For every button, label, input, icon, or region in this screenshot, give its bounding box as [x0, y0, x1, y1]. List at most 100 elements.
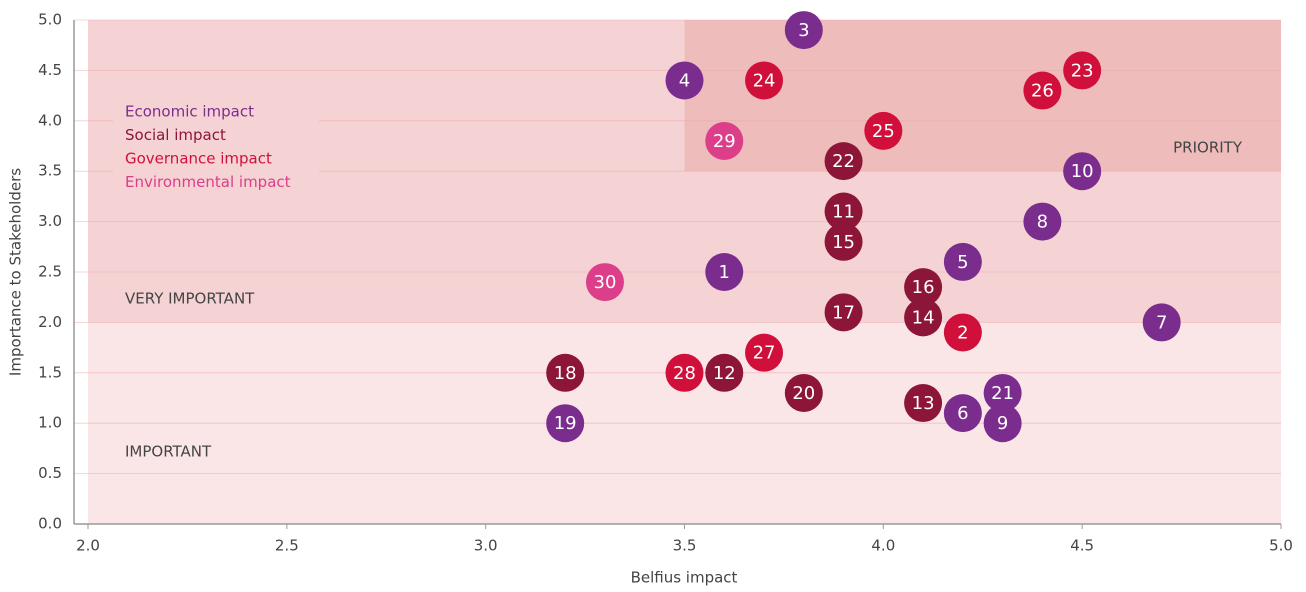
y-tick-label: 0.5 — [38, 464, 62, 482]
point-label: 21 — [991, 383, 1014, 404]
bubble — [784, 11, 823, 50]
point: 27 — [745, 333, 784, 372]
y-tick-label: 4.5 — [38, 61, 62, 79]
point-label: 3 — [798, 20, 809, 41]
point-label: 24 — [753, 70, 776, 91]
point: 14 — [904, 298, 943, 337]
point-label: 16 — [912, 277, 935, 298]
bubble — [745, 333, 784, 372]
point: 23 — [1063, 51, 1102, 90]
point-label: 26 — [1031, 81, 1054, 102]
point-label: 29 — [713, 131, 736, 152]
point: 25 — [864, 111, 903, 150]
point: 19 — [546, 404, 585, 443]
point: 20 — [784, 373, 823, 412]
point: 10 — [1063, 152, 1102, 191]
legend-entry: Environmental impact — [125, 173, 291, 191]
legend-entry: Economic impact — [125, 103, 254, 121]
bubble — [546, 404, 585, 443]
y-tick-label: 3.5 — [38, 162, 62, 180]
bubble — [904, 384, 943, 423]
point: 30 — [585, 263, 624, 302]
point: 12 — [705, 353, 744, 392]
point: 13 — [904, 384, 943, 423]
bubble — [983, 373, 1022, 412]
bubble — [983, 404, 1022, 443]
point-label: 28 — [673, 363, 696, 384]
point-label: 17 — [832, 302, 855, 323]
x-tick-label: 2.0 — [76, 537, 100, 555]
x-tick-label: 3.5 — [673, 537, 697, 555]
zone-label: IMPORTANT — [125, 443, 212, 461]
point-label: 8 — [1037, 212, 1048, 233]
zone-label: VERY IMPORTANT — [125, 290, 255, 308]
point: 29 — [705, 121, 744, 160]
y-tick-label: 5.0 — [38, 11, 62, 29]
legend: Economic impact Social impact Governance i… — [113, 98, 319, 193]
point: 24 — [745, 61, 784, 100]
legend-entry: Governance impact — [125, 150, 272, 168]
bubble — [1023, 202, 1062, 241]
y-tick-label: 2.5 — [38, 263, 62, 281]
bubble — [705, 253, 744, 291]
x-tick-label: 4.0 — [871, 537, 895, 555]
legend-box — [113, 98, 319, 193]
point-label: 5 — [957, 252, 968, 273]
point: 26 — [1023, 71, 1062, 110]
y-tick-label: 0.0 — [38, 515, 62, 533]
point: 8 — [1023, 202, 1062, 241]
bubble — [864, 111, 903, 150]
point: 28 — [665, 353, 704, 392]
x-tick-label: 3.0 — [474, 537, 498, 555]
point-label: 23 — [1071, 60, 1094, 81]
bubble — [546, 353, 585, 392]
bubble — [1142, 303, 1181, 342]
point: 3 — [784, 11, 823, 50]
point: 22 — [824, 142, 863, 181]
bubble — [824, 142, 863, 181]
point: 18 — [546, 353, 585, 392]
bubble — [745, 61, 784, 100]
y-axis-title: Importance to Stakeholders — [7, 168, 25, 376]
bubble — [904, 268, 943, 307]
point: 15 — [824, 222, 863, 261]
x-tick-label: 4.5 — [1070, 537, 1094, 555]
bubble — [943, 394, 982, 433]
point-label: 18 — [554, 363, 577, 384]
bubble — [943, 242, 982, 281]
point-label: 6 — [957, 403, 968, 424]
bubble — [824, 222, 863, 261]
y-tick-label: 4.0 — [38, 111, 62, 129]
point-label: 1 — [719, 262, 730, 283]
bubble — [824, 293, 863, 332]
legend-entry: Social impact — [125, 126, 226, 144]
point-label: 9 — [997, 413, 1008, 434]
point-label: 15 — [832, 232, 855, 253]
y-tick-label: 1.5 — [38, 363, 62, 381]
point-label: 25 — [872, 121, 895, 142]
point: 6 — [943, 394, 982, 433]
point-label: 4 — [679, 70, 690, 91]
point: 16 — [904, 268, 943, 307]
bubble — [1063, 152, 1102, 191]
bubble — [705, 353, 744, 392]
point-label: 12 — [713, 363, 736, 384]
point-label: 11 — [832, 202, 855, 223]
point-label: 30 — [594, 272, 617, 293]
bubble — [784, 373, 823, 412]
x-tick-label: 2.5 — [275, 537, 299, 555]
bubble — [1023, 71, 1062, 110]
point: 1 — [705, 253, 744, 291]
y-tick-label: 1.0 — [38, 414, 62, 432]
point: 7 — [1142, 303, 1181, 342]
point-label: 22 — [832, 151, 855, 172]
bubble — [665, 61, 704, 100]
y-tick-label: 2.0 — [38, 313, 62, 331]
zone-label: PRIORITY — [1173, 139, 1243, 157]
x-axis-title: Belfius impact — [631, 569, 738, 587]
point-label: 14 — [912, 307, 935, 328]
point-label: 10 — [1071, 161, 1094, 182]
point: 11 — [824, 192, 863, 231]
point-label: 19 — [554, 413, 577, 434]
point: 5 — [943, 242, 982, 281]
